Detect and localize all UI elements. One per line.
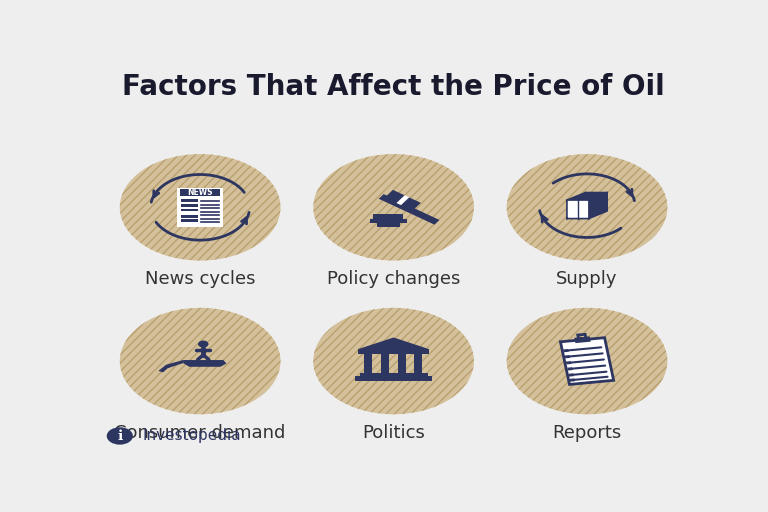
Polygon shape [373,215,403,219]
Text: Investopedia: Investopedia [142,429,241,443]
Polygon shape [568,373,574,377]
Polygon shape [358,337,429,349]
Polygon shape [563,349,569,352]
FancyBboxPatch shape [364,353,372,374]
FancyBboxPatch shape [181,199,198,202]
Text: News cycles: News cycles [145,270,256,288]
Polygon shape [376,223,400,227]
Polygon shape [561,338,614,385]
FancyBboxPatch shape [181,219,198,222]
Text: ℹ: ℹ [118,429,122,443]
Polygon shape [567,200,588,219]
FancyBboxPatch shape [181,204,198,207]
Polygon shape [564,355,570,358]
Text: Politics: Politics [362,424,425,442]
FancyBboxPatch shape [358,349,429,354]
Circle shape [107,428,133,444]
FancyBboxPatch shape [181,208,198,211]
Text: NEWS: NEWS [187,188,213,197]
Polygon shape [567,193,607,200]
Polygon shape [574,336,591,343]
Circle shape [507,154,667,261]
Text: Supply: Supply [556,270,617,288]
Circle shape [120,308,280,414]
Polygon shape [588,193,607,219]
FancyBboxPatch shape [181,215,198,218]
Polygon shape [369,219,406,223]
Polygon shape [396,195,409,205]
Polygon shape [158,360,183,372]
Circle shape [120,154,280,261]
Polygon shape [379,194,439,225]
FancyBboxPatch shape [355,376,432,381]
FancyBboxPatch shape [415,353,422,374]
FancyBboxPatch shape [381,353,389,374]
Polygon shape [385,190,421,210]
Text: Reports: Reports [552,424,621,442]
Polygon shape [183,360,227,367]
Polygon shape [566,361,571,365]
FancyBboxPatch shape [177,188,223,227]
Circle shape [313,308,474,414]
Text: Policy changes: Policy changes [327,270,460,288]
Polygon shape [568,367,573,371]
Circle shape [313,154,474,261]
Text: Factors That Affect the Price of Oil: Factors That Affect the Price of Oil [122,73,665,101]
FancyBboxPatch shape [180,189,220,196]
Circle shape [198,340,209,348]
FancyBboxPatch shape [359,373,428,377]
Circle shape [507,308,667,414]
Polygon shape [570,378,575,381]
FancyBboxPatch shape [398,353,406,374]
Text: Consumer demand: Consumer demand [114,424,286,442]
